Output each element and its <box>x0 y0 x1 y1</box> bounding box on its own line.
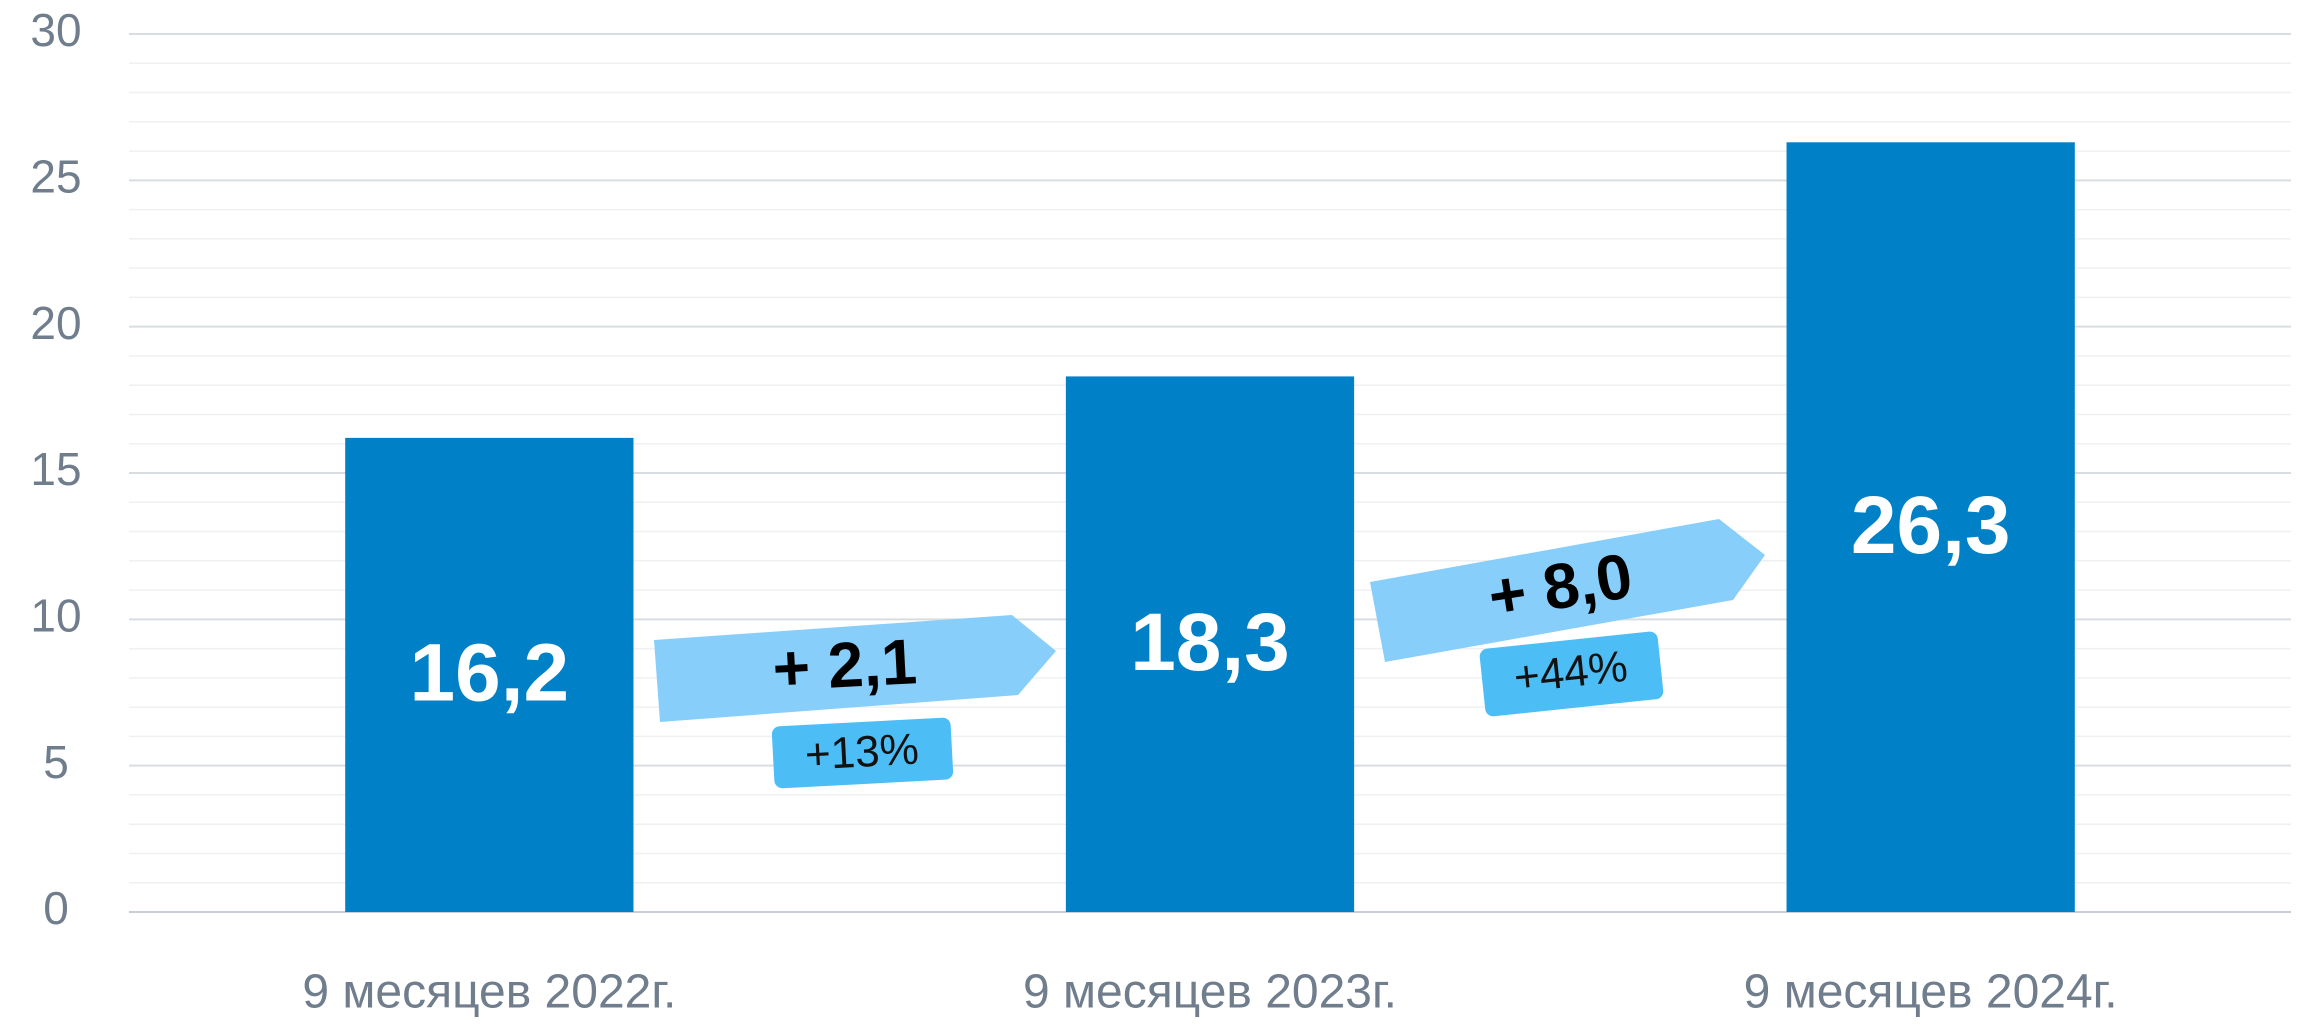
x-tick-label: 9 месяцев 2024г. <box>1744 966 2118 1019</box>
y-tick-label: 15 <box>30 443 81 495</box>
bars <box>345 142 2075 912</box>
y-tick-label: 30 <box>30 4 81 56</box>
value-label: 16,2 <box>410 628 570 719</box>
bar <box>1065 376 1355 912</box>
x-tick-label: 9 месяцев 2022г. <box>302 966 676 1019</box>
annotation-label: +44% <box>1512 642 1630 703</box>
y-tick-label: 25 <box>30 150 81 202</box>
bar <box>345 437 634 912</box>
annotation-badge <box>1479 631 1664 717</box>
change-arrow: + 8,0 +44% <box>1370 519 1765 717</box>
value-label: 18,3 <box>1130 597 1290 688</box>
annotation-label: +13% <box>804 725 920 780</box>
annotation-text: + 2,1 <box>771 625 919 704</box>
y-tick-label: 0 <box>43 882 69 934</box>
change-arrow: + 2,1 +13% <box>654 615 1056 789</box>
bar <box>1786 142 2075 912</box>
arrow-shape <box>654 615 1056 722</box>
value-label: 26,3 <box>1851 480 2011 571</box>
y-tick-label: 10 <box>30 589 81 641</box>
y-tick-label: 20 <box>30 297 81 349</box>
y-tick-label: 5 <box>43 736 69 788</box>
x-tick-label: 9 месяцев 2023г. <box>1023 966 1397 1019</box>
annotation-badge <box>771 717 954 789</box>
arrow-shape <box>1370 519 1765 662</box>
